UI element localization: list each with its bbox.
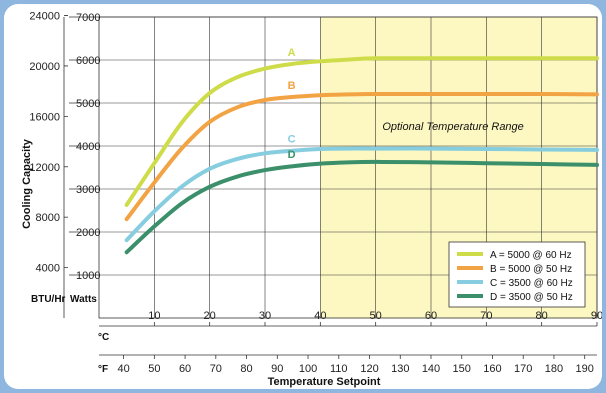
fahrenheit-tick-label: 80: [240, 363, 252, 375]
btu-tick-label: 16000: [29, 111, 60, 123]
celsius-tick-label: 50: [370, 310, 382, 322]
plot-border: [98, 16, 598, 319]
fahrenheit-tick-label: 70: [210, 363, 222, 375]
fahrenheit-tick-label: 170: [514, 363, 532, 375]
fahrenheit-tick-label: 100: [299, 363, 317, 375]
fahrenheit-tick-label: 140: [422, 363, 440, 375]
series-tag-c: C: [288, 134, 296, 146]
celsius-tick-label: 80: [536, 310, 548, 322]
fahrenheit-tick-label: 180: [545, 363, 563, 375]
celsius-tick-label: 60: [425, 310, 437, 322]
celsius-tick-label: 90: [591, 310, 602, 322]
fahrenheit-tick-label: 120: [360, 363, 378, 375]
series-line-c: [124, 146, 599, 243]
celsius-unit-label: °C: [98, 332, 109, 343]
fahrenheit-tick-label: 110: [330, 363, 348, 375]
cooling-capacity-chart: Optional Temperature Range A B CD 4000 8000…: [21, 11, 602, 388]
series-tag-b: B: [288, 80, 296, 92]
btu-tick-label: 8000: [36, 212, 60, 224]
fahrenheit-tick-label: 160: [483, 363, 501, 375]
series-line-d: [124, 159, 599, 255]
celsius-tick-label: 20: [204, 310, 216, 322]
btu-unit-label: BTU/Hr: [31, 294, 66, 305]
fahrenheit-tick-label: 150: [453, 363, 471, 375]
btu-tick-label: 24000: [29, 11, 60, 23]
watt-tick-label: 5000: [76, 98, 100, 110]
celsius-tick-label: 10: [148, 310, 160, 322]
fahrenheit-tick-label: 60: [179, 363, 191, 375]
btu-tick-label: 4000: [36, 263, 60, 275]
fahrenheit-tick-label: 90: [271, 363, 283, 375]
celsius-tick-label: 30: [259, 310, 271, 322]
legend-entry-d: D = 3500 @ 50 Hz: [490, 292, 573, 303]
btu-tick-label: 20000: [29, 61, 60, 73]
watt-tick-label: 3000: [76, 184, 100, 196]
fahrenheit-tick-label: 50: [148, 363, 160, 375]
series-line-b: [124, 91, 599, 222]
fahrenheit-tick-label: 190: [576, 363, 594, 375]
legend-entry-a: A = 5000 @ 60 Hz: [490, 250, 572, 261]
watt-tick-label: 4000: [76, 141, 100, 153]
celsius-tick-label: 40: [314, 310, 326, 322]
fahrenheit-tick-label: 40: [117, 363, 129, 375]
watt-tick-label: 1000: [76, 270, 100, 282]
optional-range-label: Optional Temperature Range: [382, 121, 523, 133]
fahrenheit-unit-label: °F: [98, 364, 108, 375]
btu-tick-label: 12000: [29, 162, 60, 174]
series-line-a: [124, 56, 599, 207]
celsius-tick-label: 70: [480, 310, 492, 322]
legend-entry-c: C = 3500 @ 60 Hz: [490, 278, 573, 289]
legend-entry-b: B = 5000 @ 50 Hz: [490, 264, 572, 275]
series-tag-d: D: [288, 149, 296, 161]
y-axis-title: Cooling Capacity: [21, 138, 33, 229]
watt-tick-label: 7000: [76, 12, 100, 24]
watt-tick-label: 2000: [76, 227, 100, 239]
series-tag-a: A: [288, 47, 296, 59]
fahrenheit-tick-label: 130: [391, 363, 409, 375]
watt-tick-label: 6000: [76, 55, 100, 67]
watts-unit-label: Watts: [70, 294, 97, 305]
x-axis-title: Temperature Setpoint: [268, 376, 381, 388]
